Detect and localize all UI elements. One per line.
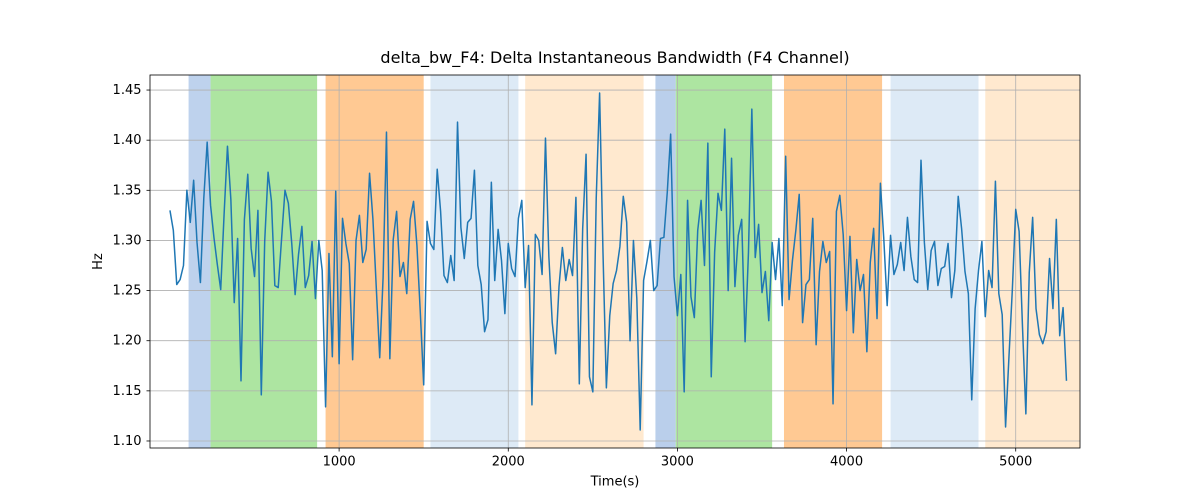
x-tick-label: 4000 xyxy=(830,455,863,470)
x-tick-label: 1000 xyxy=(323,455,356,470)
y-tick-label: 1.20 xyxy=(113,334,142,349)
chart-title: delta_bw_F4: Delta Instantaneous Bandwid… xyxy=(380,48,849,68)
y-axis-ticks: 1.10 1.15 1.20 1.25 1.30 1.35 1.40 1.45 xyxy=(113,83,150,449)
background-region xyxy=(189,75,211,448)
y-tick-label: 1.25 xyxy=(113,284,142,299)
background-region xyxy=(985,75,1080,448)
x-axis-ticks: 1000 2000 3000 4000 5000 xyxy=(323,448,1033,470)
chart-svg: 1000 2000 3000 4000 5000 1.10 1.15 1.20 1.25 1.3… xyxy=(0,0,1200,500)
y-tick-label: 1.35 xyxy=(113,183,142,198)
y-tick-label: 1.30 xyxy=(113,233,142,248)
x-tick-label: 3000 xyxy=(661,455,694,470)
x-axis-label: Time(s) xyxy=(590,475,640,490)
x-tick-label: 5000 xyxy=(999,455,1032,470)
chart-figure: 1000 2000 3000 4000 5000 1.10 1.15 1.20 1.25 1.3… xyxy=(0,0,1200,500)
y-tick-label: 1.10 xyxy=(113,434,142,449)
y-tick-label: 1.40 xyxy=(113,133,142,148)
y-axis-label: Hz xyxy=(91,253,106,270)
y-tick-label: 1.45 xyxy=(113,83,142,98)
x-tick-label: 2000 xyxy=(492,455,525,470)
y-tick-label: 1.15 xyxy=(113,384,142,399)
